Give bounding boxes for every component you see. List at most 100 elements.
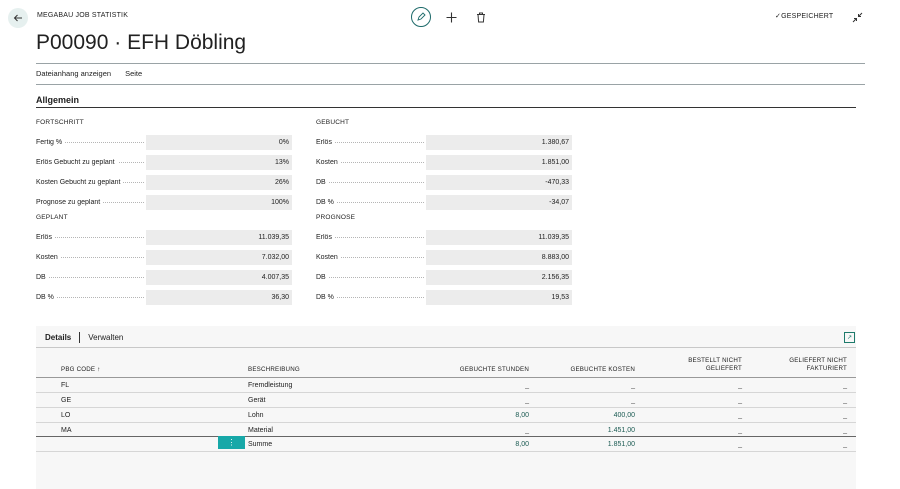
tab-manage[interactable]: Verwalten xyxy=(88,333,124,342)
field-value[interactable]: 4.007,35 xyxy=(146,269,292,285)
section-divider xyxy=(36,107,856,108)
col-header-posted-hours[interactable]: GEBUCHTE STUNDEN xyxy=(459,366,529,373)
col-header-line: GELIEFERT xyxy=(705,365,742,372)
col-header-line: BESTELLT NICHT xyxy=(688,357,742,364)
cell-code: LO xyxy=(61,412,71,419)
expand-icon: ↗ xyxy=(846,335,853,341)
table-row[interactable]: LO Lohn 8,00 400,00 _ _ xyxy=(36,408,856,423)
field-label: Kosten xyxy=(316,158,341,166)
field-value[interactable]: -34,07 xyxy=(426,194,572,210)
cell-posted-costs[interactable]: 1.451,00 xyxy=(607,427,635,434)
cell-ordered: _ xyxy=(738,441,742,448)
cell-posted-costs: _ xyxy=(631,397,635,404)
section-title-general: Allgemein xyxy=(36,95,80,105)
field-value[interactable]: 0% xyxy=(146,134,292,150)
field-label: Erlös xyxy=(316,138,335,146)
field-value[interactable]: 11.039,35 xyxy=(426,229,572,245)
field-posted-revenue: Erlös 1.380,67 xyxy=(316,134,572,150)
field-value[interactable]: 13% xyxy=(146,154,292,170)
row-divider xyxy=(36,422,856,423)
field-value[interactable]: 36,30 xyxy=(146,289,292,305)
cell-code: FL xyxy=(61,382,70,389)
cell-delivered: _ xyxy=(843,397,847,404)
cell-posted-hours[interactable]: 8,00 xyxy=(515,412,529,419)
row-actions-button[interactable]: ⋮ xyxy=(218,436,245,449)
open-in-new-window-button[interactable]: ↗ xyxy=(844,332,855,343)
cell-posted-costs[interactable]: 400,00 xyxy=(613,412,635,419)
group-title-planned: GEPLANT xyxy=(36,214,68,221)
edit-button[interactable] xyxy=(411,7,431,27)
cell-posted-costs: _ xyxy=(631,382,635,389)
table-row-total[interactable]: Summe 8,00 1.851,00 _ _ xyxy=(36,437,856,452)
field-posted-cost: Kosten 1.851,00 xyxy=(316,154,572,170)
cell-posted-hours[interactable]: 8,00 xyxy=(515,441,529,448)
field-label: Erlös xyxy=(316,233,335,241)
field-posted-margin-percent: DB % -34,07 xyxy=(316,194,572,210)
field-label: Erlös xyxy=(36,233,55,241)
cell-posted-costs[interactable]: 1.851,00 xyxy=(607,441,635,448)
new-button[interactable] xyxy=(444,10,458,24)
pencil-icon xyxy=(417,12,426,21)
field-label: Kosten xyxy=(36,253,61,261)
tab-details[interactable]: Details xyxy=(45,333,72,342)
cell-description: Material xyxy=(248,427,273,434)
field-forecast-margin-percent: DB % 19,53 xyxy=(316,289,572,305)
field-cost-posted-vs-planned: Kosten Gebucht zu geplant 26% xyxy=(36,174,292,190)
field-value[interactable]: 7.032,00 xyxy=(146,249,292,265)
cell-ordered: _ xyxy=(738,382,742,389)
field-planned-revenue: Erlös 11.039,35 xyxy=(36,229,292,245)
cell-posted-hours: _ xyxy=(525,397,529,404)
field-forecast-margin: DB 2.156,35 xyxy=(316,269,572,285)
field-label: Kosten Gebucht zu geplant xyxy=(36,178,124,186)
page-action[interactable]: Seite xyxy=(125,69,143,78)
delete-button[interactable] xyxy=(474,10,488,24)
collapse-arrows-icon xyxy=(852,12,863,23)
field-label: DB xyxy=(316,273,329,281)
field-value[interactable]: 11.039,35 xyxy=(146,229,292,245)
field-value[interactable]: 100% xyxy=(146,194,292,210)
field-label: Kosten xyxy=(316,253,341,261)
field-forecast-revenue: Erlös 11.039,35 xyxy=(316,229,572,245)
col-header-ordered-not-delivered[interactable]: BESTELLT NICHT GELIEFERT xyxy=(640,357,742,373)
table-row[interactable]: MA Material _ 1.451,00 _ _ xyxy=(36,423,856,438)
field-label: DB % xyxy=(316,293,337,301)
col-header-line: GELIEFERT NICHT xyxy=(789,357,847,364)
field-value[interactable]: -470,33 xyxy=(426,174,572,190)
group-title-forecast: PROGNOSE xyxy=(316,214,356,221)
show-attachment-action[interactable]: Dateianhang anzeigen xyxy=(36,69,112,78)
field-done-percent: Fertig % 0% xyxy=(36,134,292,150)
field-value[interactable]: 26% xyxy=(146,174,292,190)
cell-description: Summe xyxy=(248,441,273,448)
cell-posted-hours: _ xyxy=(525,382,529,389)
actions-divider xyxy=(36,84,865,85)
col-header-line: FAKTURIERT xyxy=(806,365,847,372)
title-divider xyxy=(36,63,865,64)
field-value[interactable]: 19,53 xyxy=(426,289,572,305)
field-planned-cost: Kosten 7.032,00 xyxy=(36,249,292,265)
field-value[interactable]: 1.380,67 xyxy=(426,134,572,150)
page-title: P00090 · EFH Döbling xyxy=(36,31,247,54)
table-row[interactable]: GE Gerät _ _ _ _ xyxy=(36,393,856,408)
col-header-description[interactable]: BESCHREIBUNG xyxy=(248,366,300,373)
field-value[interactable]: 2.156,35 xyxy=(426,269,572,285)
field-planned-margin: DB 4.007,35 xyxy=(36,269,292,285)
field-revenue-posted-vs-planned: Erlös Gebucht zu geplant 13% xyxy=(36,154,292,170)
field-value[interactable]: 8.883,00 xyxy=(426,249,572,265)
field-label: Fertig % xyxy=(36,138,66,146)
col-header-posted-costs[interactable]: GEBUCHTE KOSTEN xyxy=(570,366,635,373)
table-row[interactable]: FL Fremdleistung _ _ _ _ xyxy=(36,378,856,393)
back-button[interactable] xyxy=(8,8,28,28)
col-header-code[interactable]: PBG CODE ↑ xyxy=(61,366,101,373)
total-divider xyxy=(36,436,856,437)
collapse-button[interactable] xyxy=(852,10,863,28)
cell-delivered: _ xyxy=(843,382,847,389)
page-caption: MEGABAU JOB STATISTIK xyxy=(37,12,129,19)
field-value[interactable]: 1.851,00 xyxy=(426,154,572,170)
cell-description: Fremdleistung xyxy=(248,382,293,389)
row-divider xyxy=(36,407,856,408)
col-header-delivered-not-invoiced[interactable]: GELIEFERT NICHT FAKTURIERT xyxy=(745,357,847,373)
plus-icon xyxy=(446,12,456,22)
action-bar: Dateianhang anzeigen Seite xyxy=(36,69,142,78)
cell-delivered: _ xyxy=(843,427,847,434)
field-label: DB xyxy=(316,178,329,186)
